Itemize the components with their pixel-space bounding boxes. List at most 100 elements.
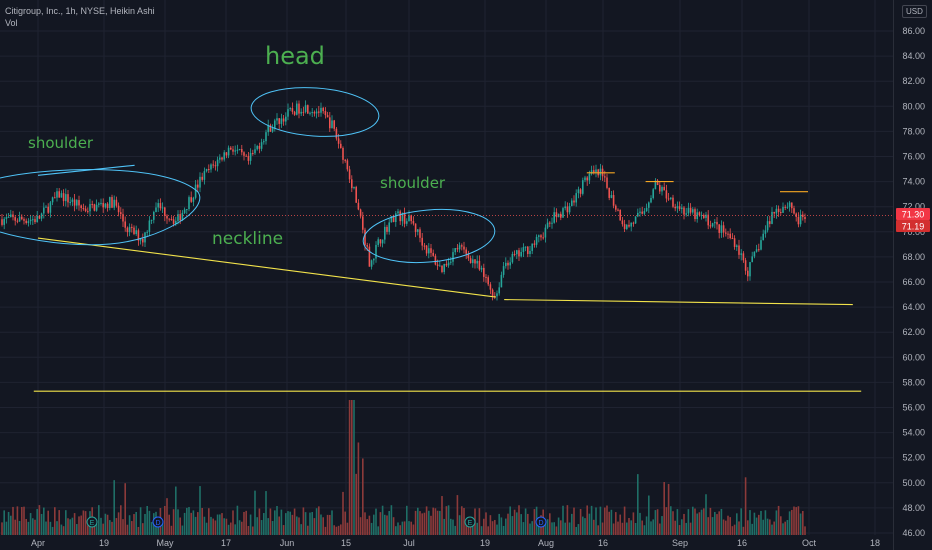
candle-body xyxy=(780,211,782,213)
candle-body xyxy=(483,267,485,277)
volume-bar xyxy=(648,495,650,535)
volume-bar xyxy=(84,511,87,535)
volume-bar xyxy=(681,519,683,535)
candle-body xyxy=(568,206,571,213)
volume-bar xyxy=(469,526,472,535)
candle-body xyxy=(243,152,245,156)
candle-body xyxy=(760,240,762,250)
candle-body xyxy=(560,213,562,218)
volume-bar xyxy=(604,507,606,535)
candle-body xyxy=(238,149,241,151)
volume-bar xyxy=(722,519,725,535)
candle-body xyxy=(318,111,320,113)
volume-bar xyxy=(430,515,432,535)
candle-body xyxy=(652,189,654,198)
time-axis[interactable]: Apr 19 May 17 Jun 15 Jul 19 Aug 16 Sep 16 Oct 18 xyxy=(31,538,880,548)
candle-body xyxy=(665,190,668,199)
candle-body xyxy=(186,209,188,211)
volume-bar xyxy=(76,524,78,535)
volume-bar xyxy=(241,521,243,535)
volume-bar xyxy=(793,506,795,535)
volume-bar xyxy=(672,511,674,535)
price-axis[interactable]: 86.00 84.00 82.00 80.00 78.00 76.00 74.00 72.00… xyxy=(902,26,925,538)
volume-bar xyxy=(659,523,661,535)
volume-bar xyxy=(472,522,474,535)
candle-body xyxy=(364,229,366,246)
candle-body xyxy=(683,207,685,215)
candle-body xyxy=(784,206,786,208)
volume-bar xyxy=(117,512,120,535)
candle-body xyxy=(362,216,364,230)
volume-bar xyxy=(683,513,685,535)
y-tick-label: 56.00 xyxy=(902,403,925,413)
volume-bar xyxy=(56,521,58,535)
volume-bar xyxy=(304,512,307,535)
candle-body xyxy=(634,216,637,224)
candle-body xyxy=(584,177,586,181)
volume-bar xyxy=(564,522,566,535)
volume-bar xyxy=(777,505,780,535)
candle-body xyxy=(744,260,747,271)
volume-bar xyxy=(364,512,366,535)
volume-bar xyxy=(747,520,749,535)
candle-body xyxy=(377,239,379,245)
volume-bar xyxy=(744,477,747,535)
candle-body xyxy=(716,221,718,225)
volume-bar xyxy=(775,510,778,535)
volume-bar xyxy=(568,522,571,535)
candle-body xyxy=(782,206,784,213)
price-badges: 71.30 71.19 xyxy=(896,208,930,232)
candle-body xyxy=(109,197,111,208)
candle-body xyxy=(489,284,492,290)
volume-bar xyxy=(634,522,637,535)
candle-body xyxy=(104,203,107,208)
volume-bar xyxy=(34,519,36,535)
candle-body xyxy=(375,244,377,259)
volume-bar xyxy=(720,508,723,535)
candle-body xyxy=(725,232,727,234)
candle-body xyxy=(522,247,525,252)
candle-body xyxy=(201,176,203,180)
volume-bar xyxy=(463,507,465,535)
candle-body xyxy=(84,208,87,212)
candle-body xyxy=(179,214,181,221)
candle-body xyxy=(131,226,133,228)
event-marker-label: E xyxy=(90,520,95,527)
volume-bar xyxy=(491,521,494,535)
candle-body xyxy=(709,225,712,227)
candle-body xyxy=(43,207,45,214)
volume-bar xyxy=(78,516,80,535)
volume-bar xyxy=(478,508,481,535)
volume-bar xyxy=(555,526,558,535)
candle-body xyxy=(21,216,23,220)
candle-body xyxy=(139,238,142,241)
candle-body xyxy=(423,245,426,247)
candle-body xyxy=(562,208,564,218)
annotation-shoulder-right: shoulder xyxy=(380,174,446,192)
candle-body xyxy=(214,165,217,167)
candle-body xyxy=(573,200,575,203)
candle-body xyxy=(751,256,753,263)
candle-body xyxy=(194,184,197,198)
currency-label[interactable]: USD xyxy=(902,5,927,18)
volume-bar xyxy=(740,508,742,535)
volume-bar xyxy=(557,517,560,535)
annotation-shoulder-left: shoulder xyxy=(28,134,94,152)
volume-bar xyxy=(392,517,395,535)
volume-bar xyxy=(802,510,804,535)
candle-body xyxy=(384,226,386,240)
candle-body xyxy=(190,197,192,202)
chart-legend[interactable]: Citigroup, Inc., 1h, NYSE, Heikin Ashi V… xyxy=(5,5,155,29)
candle-body xyxy=(738,245,740,255)
candle-body xyxy=(247,155,250,161)
volume-bar xyxy=(210,516,212,535)
candle-body xyxy=(148,220,151,232)
candle-body xyxy=(733,238,736,247)
volume-bar xyxy=(137,526,140,535)
volume-bar xyxy=(716,514,718,535)
candle-body xyxy=(98,203,100,205)
candle-body xyxy=(95,204,98,211)
candle-body xyxy=(555,212,558,218)
